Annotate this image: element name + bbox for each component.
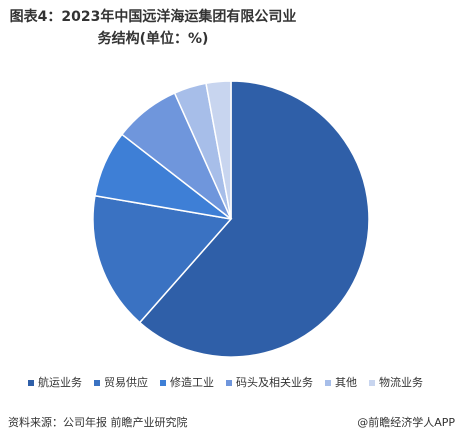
legend-label: 码头及相关业务 bbox=[236, 375, 313, 389]
legend-label: 其他 bbox=[335, 376, 357, 389]
pie-slice bbox=[92, 194, 233, 324]
legend-swatch bbox=[226, 380, 232, 386]
legend-swatch bbox=[28, 380, 34, 386]
legend-swatch bbox=[160, 380, 166, 386]
legend-label: 物流业务 bbox=[379, 375, 423, 389]
legend-label: 航运业务 bbox=[38, 375, 82, 389]
brand: @前瞻经济学人APP bbox=[357, 416, 455, 429]
pie-slice bbox=[205, 80, 232, 220]
chart: 航运业务 贸易供应 修造工业 码头及相关业务 其他 物流业务 bbox=[28, 80, 423, 389]
chart-title: 图表4：2023年中国远洋海运集团有限公司业务结构(单位：%) bbox=[9, 9, 297, 47]
pie-slice bbox=[138, 80, 370, 358]
legend-label: 贸易供应 bbox=[104, 375, 148, 389]
legend-swatch bbox=[369, 380, 375, 386]
legend-label: 修造工业 bbox=[170, 375, 214, 389]
legend-swatch bbox=[94, 380, 100, 386]
legend-swatch bbox=[325, 380, 331, 386]
source: 资料来源：公司年报 前瞻产业研究院 bbox=[8, 416, 188, 429]
